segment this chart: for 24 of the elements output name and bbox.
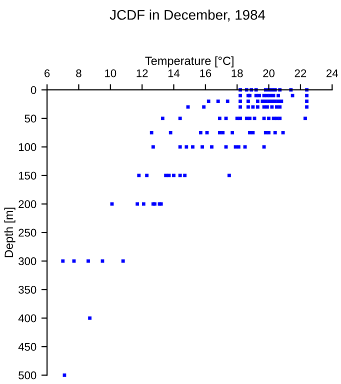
- y-tick-label: 450: [18, 342, 36, 351]
- x-tick-label: 10: [105, 69, 116, 78]
- x-tick-label: 14: [168, 69, 180, 78]
- x-tick-label: 18: [232, 69, 243, 78]
- y-axis-title: Depth [m]: [4, 208, 16, 258]
- x-tick-label: 6: [44, 69, 50, 78]
- x-tick-label: 22: [294, 69, 306, 78]
- y-tick-label: 100: [18, 143, 36, 152]
- chart-title: JCDF in December, 1984: [110, 10, 266, 22]
- y-tick-label: 350: [18, 286, 36, 294]
- y-tick-label: 250: [18, 228, 36, 237]
- x-tick-label: 8: [76, 69, 82, 78]
- y-tick-label: 500: [18, 371, 36, 380]
- y-tick-label: 300: [18, 257, 36, 266]
- y-tick-label: 200: [18, 200, 36, 208]
- y-tick-label: 50: [24, 114, 36, 123]
- y-tick-label: 400: [18, 314, 36, 322]
- y-tick-label: 150: [18, 172, 36, 180]
- y-tick-label: 0: [30, 86, 36, 94]
- x-tick-label: 16: [200, 69, 212, 78]
- x-tick-label: 24: [326, 69, 338, 78]
- x-tick-label: 12: [136, 69, 148, 78]
- x-axis-title: Temperature [°C]: [145, 56, 234, 68]
- x-tick-label: 20: [263, 69, 275, 78]
